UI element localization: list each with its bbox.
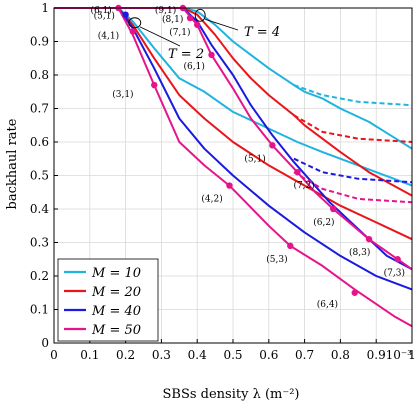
x-axis-label: SBSs density λ (m⁻²): [162, 387, 299, 402]
marker-label: (9,1): [155, 5, 176, 16]
data-marker: [186, 14, 194, 22]
series-line: [293, 114, 413, 143]
y-tick-label: 0.6: [30, 135, 49, 149]
marker-label: (7,2): [293, 180, 314, 191]
y-tick-label: 0.7: [30, 102, 49, 116]
annotation-label: T = 4: [244, 25, 280, 40]
data-marker: [151, 81, 158, 89]
y-tick-label: 0.4: [30, 202, 49, 216]
marker-label: (6,1): [90, 5, 111, 16]
x-tick-label: 0.9: [367, 348, 386, 362]
annotation-leader: [205, 18, 239, 31]
series-line: [54, 7, 413, 328]
data-marker: [269, 142, 276, 149]
data-marker: [351, 289, 358, 296]
x-tick-label: 0.2: [116, 348, 135, 362]
x-tick-label: 0.6: [259, 348, 278, 362]
marker-label: (5,1): [244, 153, 265, 164]
marker-label: (7,1): [169, 27, 190, 38]
data-marker: [122, 11, 129, 18]
data-marker: [208, 51, 215, 59]
x-tick-label: 0.8: [331, 348, 350, 362]
data-marker: [365, 235, 373, 243]
annotation-ellipse: [128, 17, 142, 29]
x-tick-label: 0.1: [80, 348, 99, 362]
marker-group: (6,1)(5,1)(4,1)(3,1)(9,1)(8,1)(7,1)(6,1)…: [90, 4, 405, 310]
marker-label: (6,2): [313, 217, 334, 228]
y-tick-label: 0.3: [30, 236, 49, 250]
legend-entry: M = 50: [91, 323, 141, 338]
marker-label: (8,3): [349, 247, 370, 258]
series-line: [293, 171, 413, 204]
legend-entry: M = 40: [91, 304, 141, 319]
series-line: [293, 84, 413, 107]
data-marker: [394, 256, 401, 263]
data-marker: [294, 168, 301, 176]
y-tick-label: 0.9: [30, 35, 49, 49]
x-tick-label: 0.3: [152, 348, 171, 362]
marker-label: (6,4): [317, 299, 338, 310]
y-tick-label: 0.2: [30, 269, 49, 283]
marker-label: (6,1): [184, 61, 205, 72]
data-marker: [129, 28, 136, 35]
x-tick-label: 0.4: [188, 348, 207, 362]
series-line: [54, 7, 413, 271]
data-marker: [194, 21, 201, 28]
marker-label: (7,3): [384, 267, 405, 278]
marker-label: (3,1): [112, 89, 133, 100]
annotation-group: T = 2 T = 4: [128, 8, 280, 62]
marker-label: (5,3): [266, 254, 287, 265]
legend-entry: M = 10: [91, 266, 141, 281]
x-tick-label: 0: [50, 348, 58, 362]
y-tick-label: 0.5: [30, 169, 49, 183]
y-tick-label: 0.1: [30, 303, 49, 317]
x-tick-label: 0.5: [223, 348, 242, 362]
y-tick-label: 0: [41, 336, 49, 350]
annotation-ellipse: [194, 8, 206, 22]
marker-label: (5,1): [94, 11, 115, 22]
data-marker: [226, 182, 233, 189]
series-line: [293, 157, 413, 184]
x-axis-multiplier: ·10⁻³: [382, 348, 412, 362]
data-marker: [287, 242, 294, 250]
legend-entry: M = 20: [91, 285, 141, 300]
annotation-leader: [139, 26, 181, 47]
marker-label: (4,2): [201, 194, 222, 205]
y-axis-label: backhaul rate: [5, 118, 20, 209]
y-tick-label: 0.8: [30, 68, 49, 82]
marker-label: (4,1): [98, 30, 119, 41]
y-tick-label: 1: [41, 1, 49, 15]
x-tick-label: 1: [408, 348, 415, 362]
data-marker: [330, 205, 337, 213]
marker-label: (8,1): [162, 14, 183, 25]
x-tick-label: 0.7: [295, 348, 314, 362]
axes: 0 0.1 0.2 0.3 0.4 0.5 0.6 0.7 0.8 0.9 1 0 0.1 0.2 0.3 0…: [30, 1, 415, 362]
legend: M = 10 M = 20 M = 40 M = 50: [57, 258, 159, 342]
annotation-label: T = 2: [168, 47, 204, 62]
